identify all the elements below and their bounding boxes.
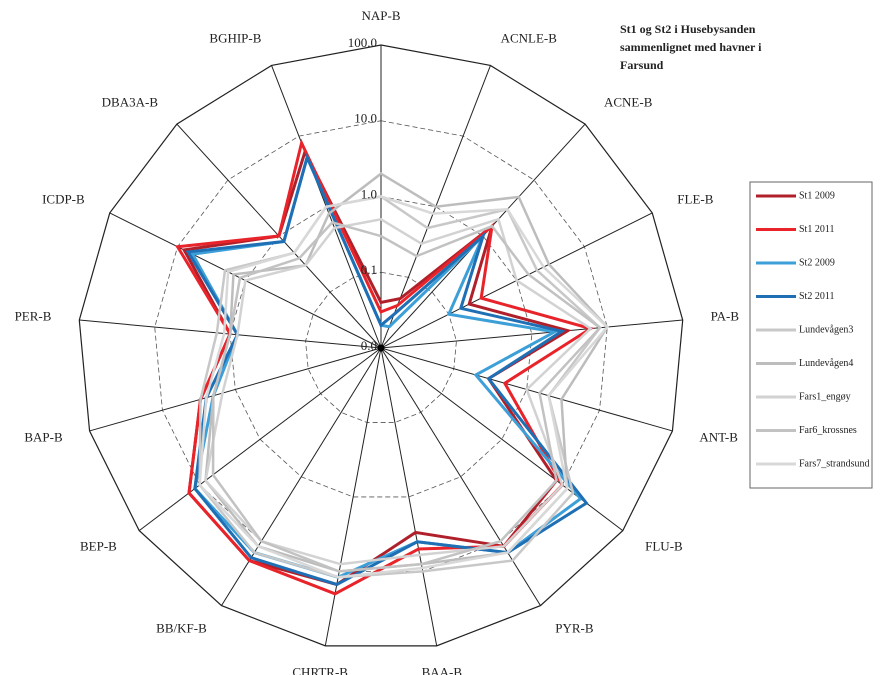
category-label: DBA3A-B xyxy=(102,94,159,109)
category-label: FLE-B xyxy=(677,191,713,206)
spoke xyxy=(380,347,438,646)
grid-ring xyxy=(154,120,608,572)
category-label: PER-B xyxy=(15,308,52,323)
category-label: BGHIP-B xyxy=(209,30,261,45)
category-label: PYR-B xyxy=(555,620,594,635)
spoke xyxy=(221,347,382,606)
category-label: BEP-B xyxy=(80,538,117,553)
legend-label: St1 2009 xyxy=(799,190,835,201)
legend-label: St2 2011 xyxy=(799,291,834,302)
category-label: BAP-B xyxy=(24,430,63,445)
legend-label: Lundevågen3 xyxy=(799,324,853,335)
series-line xyxy=(181,147,572,587)
category-label: BAA-B xyxy=(422,664,463,675)
r-tick-label: 10.0 xyxy=(354,111,377,126)
category-label: PA-B xyxy=(711,308,740,323)
category-label: ANT-B xyxy=(699,430,738,445)
grid-ring xyxy=(305,271,457,423)
legend-box xyxy=(749,181,873,489)
spoke xyxy=(380,347,541,606)
grid-ring xyxy=(78,44,684,647)
category-label: CHRTR-B xyxy=(292,664,348,675)
category-label: NAP-B xyxy=(361,8,400,23)
center-dot xyxy=(377,344,385,352)
legend-label: Lundevågen4 xyxy=(799,358,853,369)
chart-title: St1 og St2 i Husebysanden sammenlignet me… xyxy=(620,22,762,72)
r-tick-label: 0.0 xyxy=(361,338,377,353)
legend-label: Fars7_strandsund xyxy=(799,458,870,469)
series-line xyxy=(185,152,589,587)
category-label: BB/KF-B xyxy=(156,620,207,635)
spoke xyxy=(138,347,382,531)
series-line xyxy=(198,195,602,579)
series-line xyxy=(198,195,610,579)
series-line xyxy=(211,220,602,573)
category-label: ICDP-B xyxy=(42,191,85,206)
category-label: ACNLE-B xyxy=(501,30,558,45)
r-tick-label: 0.1 xyxy=(361,262,377,277)
legend-label: Far6_krossnes xyxy=(799,425,857,436)
category-label: FLU-B xyxy=(645,538,683,553)
spoke xyxy=(89,347,382,432)
spoke xyxy=(324,347,382,646)
r-tick-label: 100.0 xyxy=(348,35,377,50)
series-line xyxy=(175,138,595,596)
r-tick-label: 1.0 xyxy=(361,186,377,201)
legend-label: Fars1_engøy xyxy=(799,391,851,402)
category-label: ACNE-B xyxy=(604,94,653,109)
legend-label: St2 2009 xyxy=(799,257,835,268)
spoke xyxy=(380,319,683,349)
legend-label: St1 2011 xyxy=(799,224,834,235)
series-line xyxy=(204,217,593,566)
